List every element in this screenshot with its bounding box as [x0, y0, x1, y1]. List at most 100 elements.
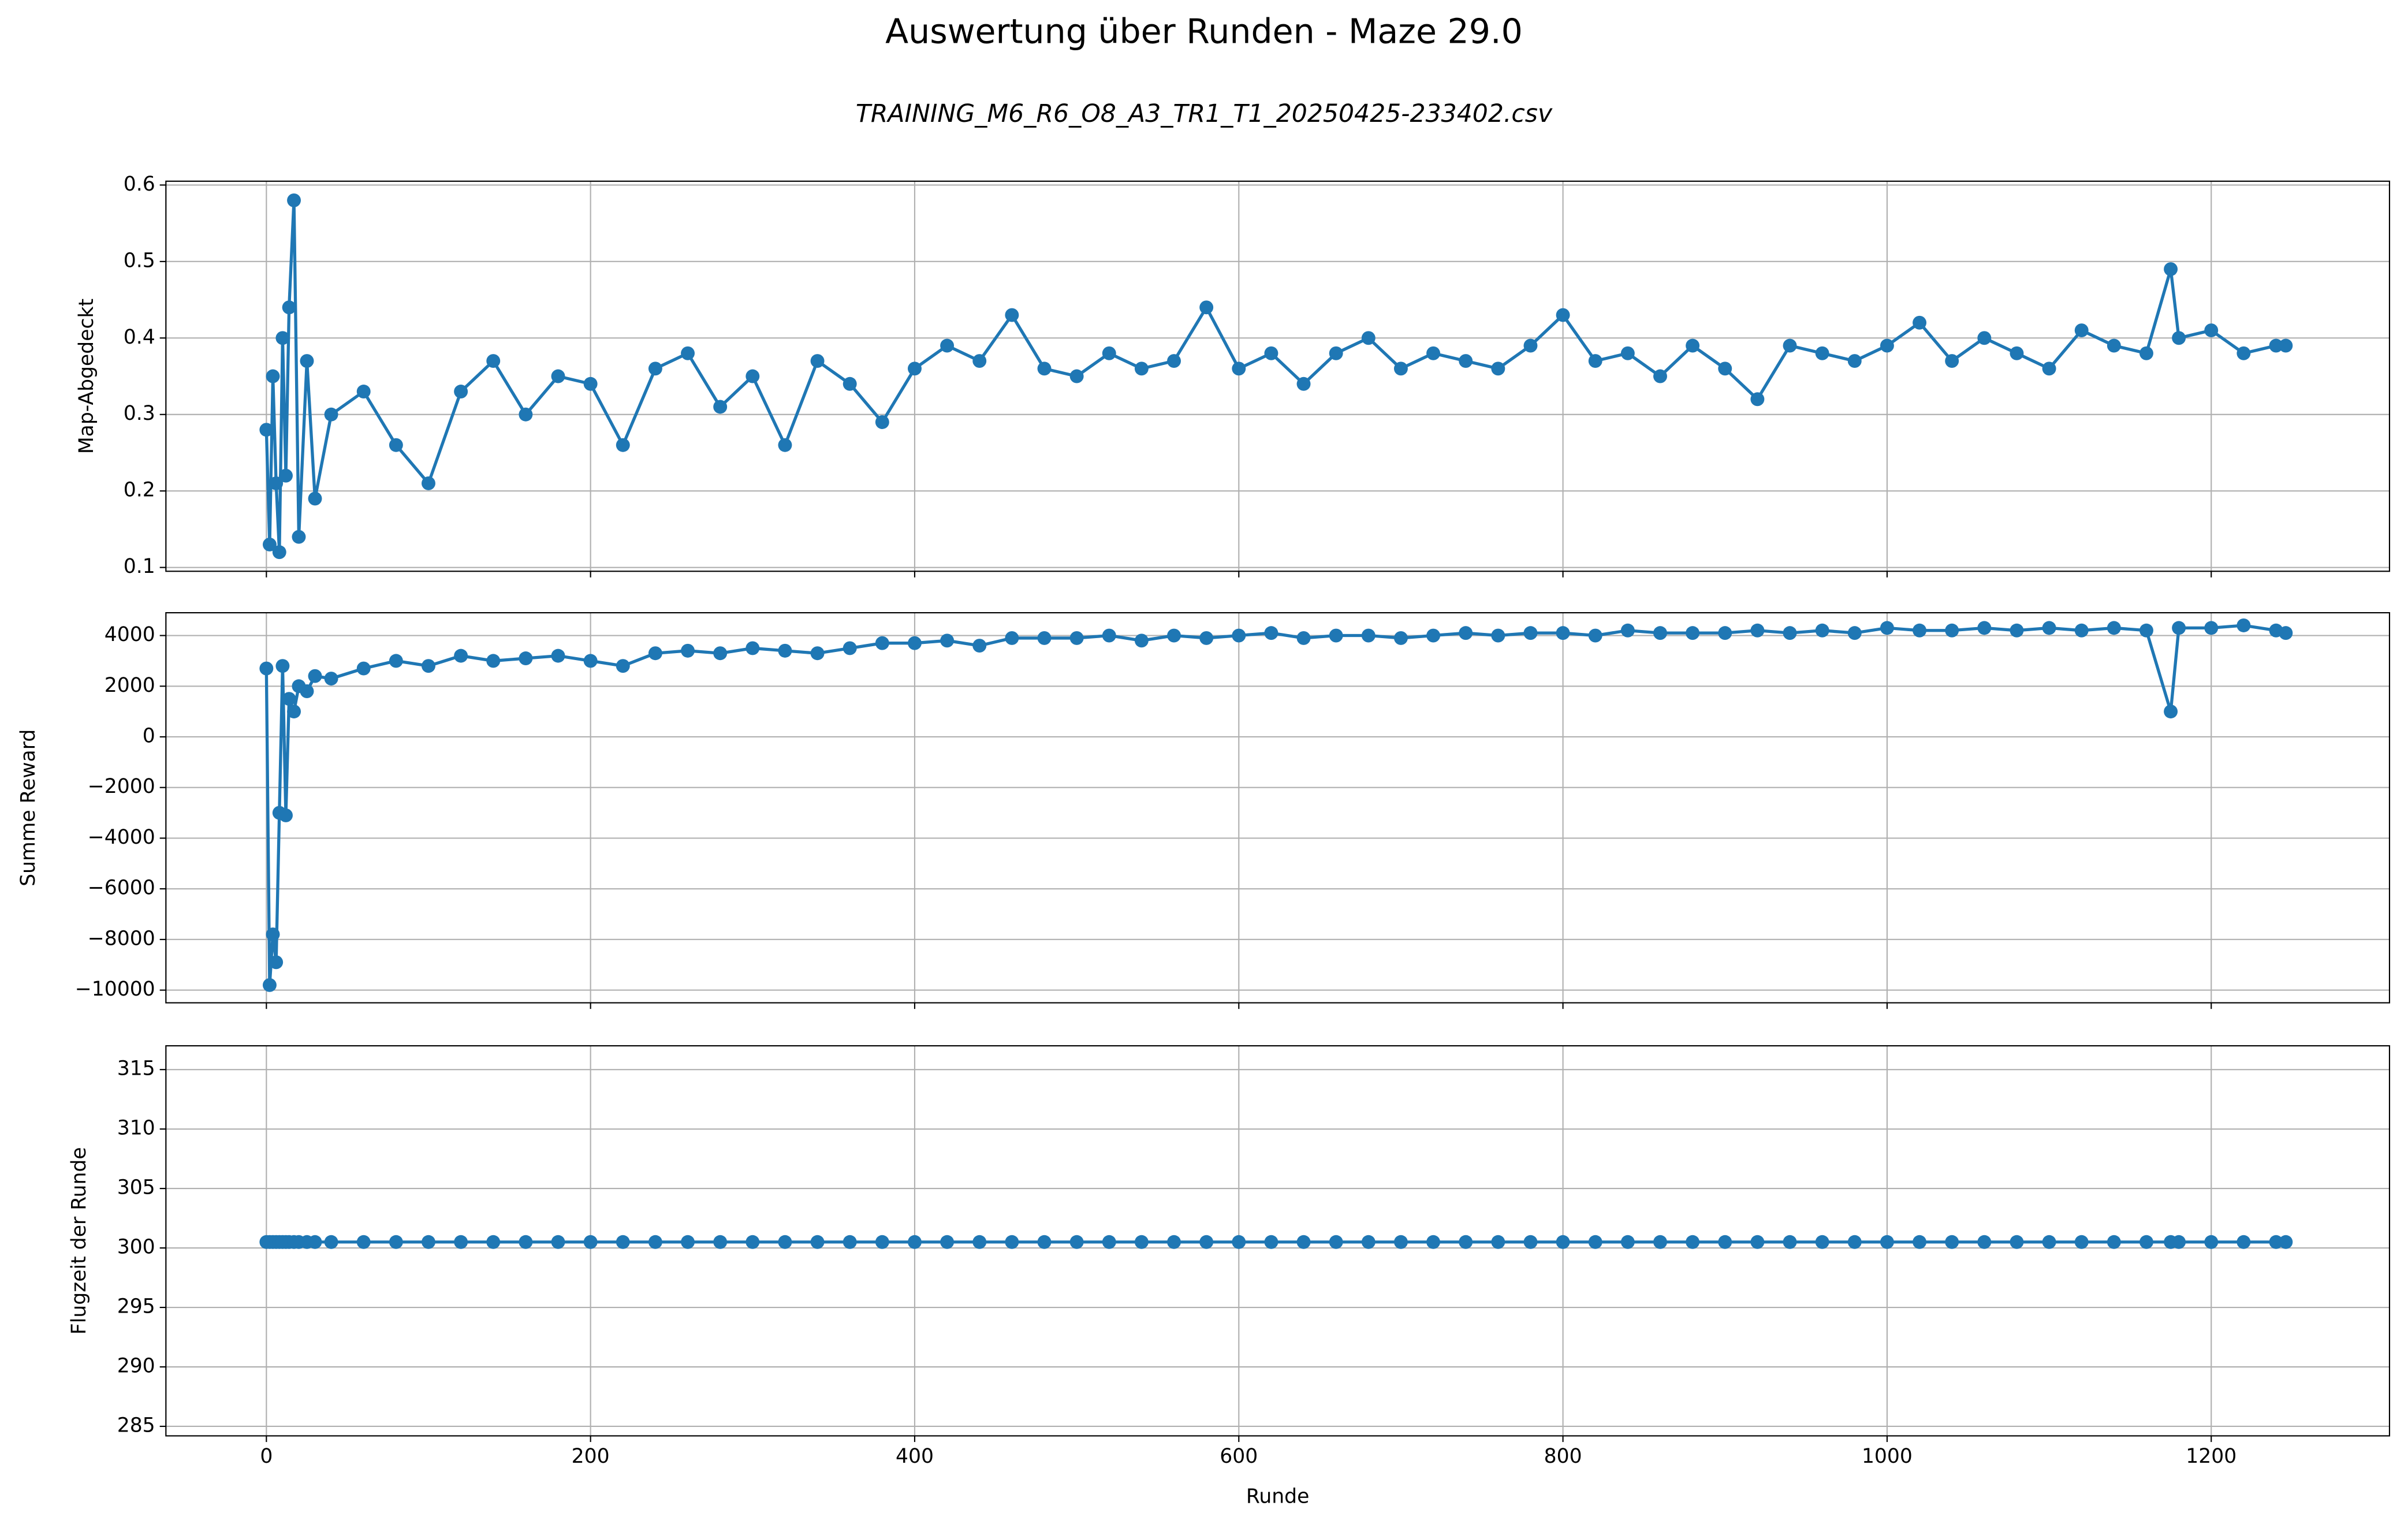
data-point	[1556, 1235, 1570, 1249]
data-point	[2139, 1235, 2153, 1249]
data-point	[2010, 623, 2024, 638]
data-point	[454, 385, 468, 398]
data-point	[551, 369, 565, 383]
data-point	[262, 537, 277, 551]
data-point	[486, 354, 501, 368]
y-tick-label: 0.5	[124, 249, 155, 272]
data-point	[1718, 361, 1732, 376]
x-tick-label: 200	[572, 1445, 610, 1468]
data-point	[292, 530, 306, 544]
data-point	[1556, 308, 1570, 322]
data-point	[1847, 1235, 1862, 1249]
data-point	[279, 468, 293, 483]
data-point	[275, 331, 290, 345]
data-point	[875, 636, 889, 650]
axes-frame	[165, 180, 2391, 572]
data-point	[843, 641, 857, 655]
data-point	[681, 1235, 695, 1249]
x-tick-label: 600	[1220, 1445, 1258, 1468]
data-point	[1588, 628, 1602, 643]
data-point	[2139, 346, 2153, 360]
data-point	[1037, 1235, 1052, 1249]
data-point	[551, 1235, 565, 1249]
data-point	[308, 1235, 322, 1249]
data-point	[616, 438, 630, 452]
data-point	[810, 354, 825, 368]
data-point	[1620, 1235, 1635, 1249]
data-point	[308, 491, 322, 506]
y-tick-label: 0.3	[124, 402, 155, 425]
x-tick-label: 400	[896, 1445, 934, 1468]
data-point	[519, 651, 533, 665]
data-point	[1102, 628, 1116, 643]
data-point	[1880, 1235, 1894, 1249]
y-tick-label: 0.2	[124, 479, 155, 502]
data-point	[266, 369, 280, 383]
data-point	[1783, 626, 1797, 640]
figure-title: Auswertung über Runden - Maze 29.0	[885, 12, 1523, 51]
data-point	[275, 659, 290, 673]
data-point	[940, 1235, 955, 1249]
data-point	[843, 377, 857, 391]
data-point	[1296, 1235, 1311, 1249]
data-point	[519, 407, 533, 422]
data-point	[2279, 338, 2293, 353]
data-point	[648, 646, 662, 661]
data-point	[551, 649, 565, 663]
data-point	[1653, 626, 1667, 640]
data-point	[2074, 623, 2089, 638]
data-point	[300, 684, 314, 698]
data-point	[356, 385, 371, 398]
data-point	[1750, 1235, 1765, 1249]
y-tick-label: −4000	[88, 826, 155, 849]
data-point	[1167, 1235, 1181, 1249]
data-point	[616, 1235, 630, 1249]
y-tick-label: −2000	[88, 775, 155, 798]
data-point	[2236, 1235, 2251, 1249]
data-point	[2204, 621, 2219, 635]
data-point	[2172, 331, 2186, 345]
data-point	[1913, 623, 1927, 638]
data-point	[1361, 1235, 1376, 1249]
data-point	[300, 354, 314, 368]
y-tick-label: 0.6	[124, 173, 155, 196]
data-point	[1686, 626, 1700, 640]
data-point	[262, 978, 277, 992]
data-point	[778, 1235, 792, 1249]
data-point	[1329, 628, 1343, 643]
data-point	[875, 1235, 889, 1249]
data-point	[681, 643, 695, 658]
data-point	[2279, 1235, 2293, 1249]
data-point	[2236, 346, 2251, 360]
data-point	[1393, 631, 1408, 645]
data-point	[1977, 621, 1992, 635]
data-point	[1232, 628, 1246, 643]
data-point	[2164, 262, 2178, 277]
data-point	[1620, 623, 1635, 638]
data-point	[778, 438, 792, 452]
data-point	[272, 545, 286, 560]
data-point	[1588, 354, 1602, 368]
data-point	[324, 672, 338, 686]
data-point	[1686, 338, 1700, 353]
data-point	[308, 669, 322, 683]
data-point	[681, 346, 695, 360]
data-point	[1005, 308, 1019, 322]
data-point	[745, 641, 760, 655]
data-point	[1037, 361, 1052, 376]
data-point	[972, 639, 987, 653]
x-tick-label: 0	[260, 1445, 273, 1468]
data-point	[713, 1235, 728, 1249]
data-point	[1459, 1235, 1473, 1249]
data-point	[1945, 354, 1959, 368]
data-point	[1264, 1235, 1278, 1249]
x-axis-label: Runde	[1246, 1485, 1309, 1508]
data-point	[1750, 392, 1765, 407]
data-point	[389, 438, 403, 452]
plot-area	[259, 1235, 2293, 1249]
x-tick-label: 1200	[2186, 1445, 2236, 1468]
y-tick-label: −6000	[88, 877, 155, 900]
data-point	[1393, 361, 1408, 376]
data-point	[422, 1235, 435, 1249]
